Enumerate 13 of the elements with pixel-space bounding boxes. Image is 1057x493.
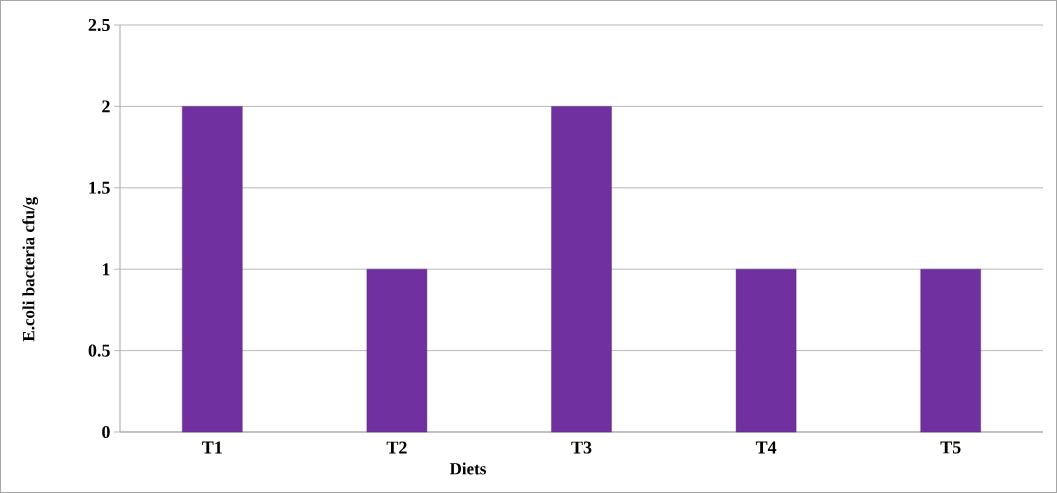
x-axis-title: Diets: [449, 462, 486, 475]
y-tick-label: 1.5: [89, 181, 110, 194]
x-tick-label: T5: [940, 441, 961, 454]
y-tick-label: 0.5: [88, 344, 110, 357]
y-tick-label: 0: [102, 425, 110, 439]
x-tick-label: T1: [202, 441, 222, 454]
y-axis-title: E.coli bacteria cfu/g: [22, 196, 38, 342]
x-tick-label: T3: [571, 441, 592, 454]
y-tick-label: 1: [102, 263, 110, 276]
y-tick-label: 2: [102, 100, 110, 113]
x-tick-label: T2: [386, 441, 407, 454]
x-tick-label: T4: [755, 441, 777, 454]
y-tick-label: 2.5: [88, 18, 110, 32]
